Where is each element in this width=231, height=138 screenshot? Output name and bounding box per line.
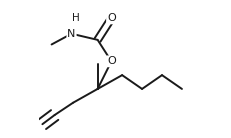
Text: O: O xyxy=(106,56,115,66)
Text: N: N xyxy=(67,29,75,39)
Text: O: O xyxy=(106,13,115,23)
Text: H: H xyxy=(72,13,80,23)
